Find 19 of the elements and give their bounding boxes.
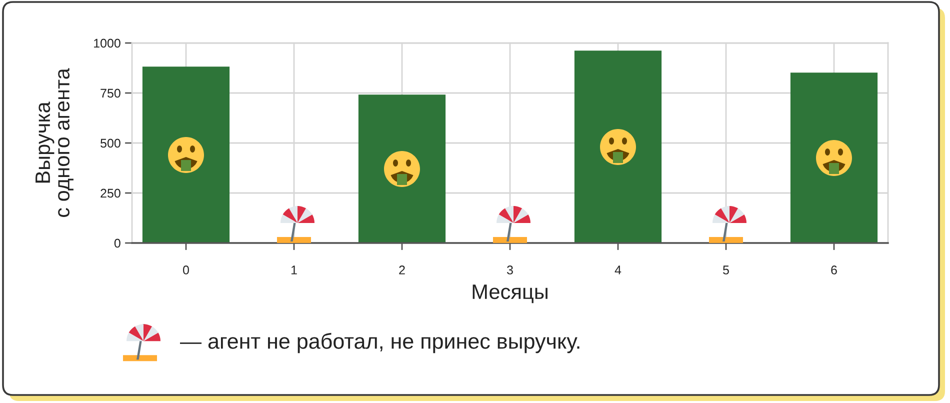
bar (574, 50, 662, 243)
x-tick-label: 1 (291, 266, 297, 274)
bar (790, 72, 878, 243)
text: — агент не работал, не принес выручку. (180, 332, 580, 354)
x-tick-label: 4 (614, 266, 622, 274)
x-tick-label: 5 (723, 266, 729, 274)
y-tick-label: 500 (100, 138, 120, 148)
y-tick-label: 0 (114, 238, 120, 248)
x-tick-label: 3 (507, 266, 513, 274)
bar (358, 94, 446, 243)
y-tick-label: 1000 (94, 38, 120, 48)
x-tick-label: 6 (831, 266, 837, 274)
bar (142, 66, 230, 243)
x-axis-title: Месяцы (472, 284, 548, 304)
y-tick-label: 250 (100, 188, 120, 198)
x-tick-label: 2 (399, 266, 405, 274)
x-tick-label: 0 (183, 266, 189, 274)
y-axis-title: Выручка с одного агента (36, 68, 74, 217)
y-tick-label: 750 (100, 88, 120, 98)
